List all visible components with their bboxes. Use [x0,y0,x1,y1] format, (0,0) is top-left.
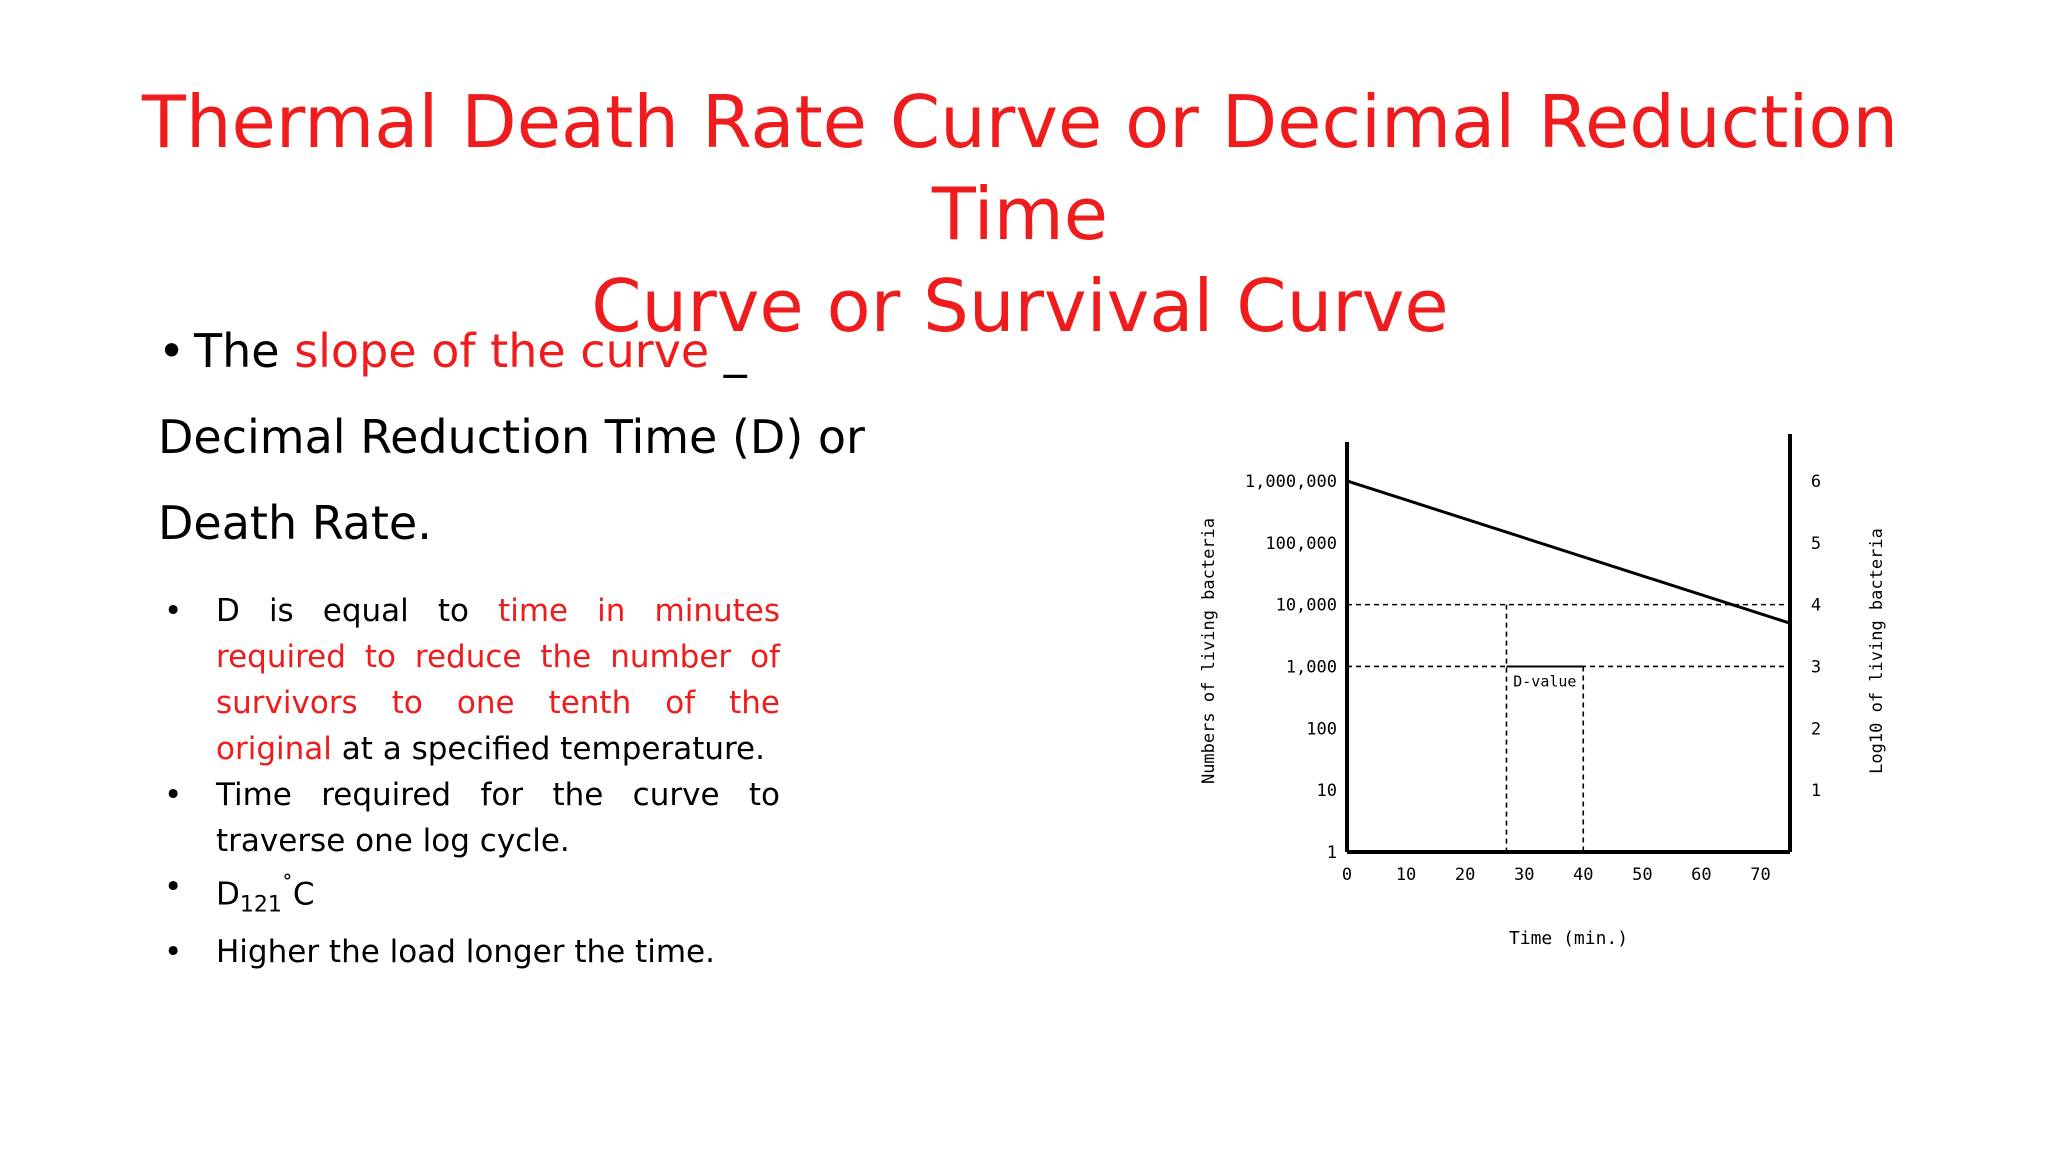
main-bullet-line3: Death Rate. [158,496,432,550]
sub-bullet-dot: • [164,933,183,970]
right-tick-label: 1 [1811,781,1821,801]
d-value-guides [1347,603,1790,852]
y-axis-title-right: Log10 of living bacteria [1867,528,1887,774]
sub-bullet-text: at a specified temperature. [331,731,765,767]
d-value-label: D-value [1513,672,1576,690]
left-tick-label: 100,000 [1265,534,1337,554]
sub-bullet-highlight: time in minutes required to reduce the n… [216,593,780,767]
right-tick-label: 2 [1811,719,1821,739]
x-tick-label: 50 [1632,865,1652,885]
sub-bullet-text: D is equal to [216,593,499,629]
main-bullet-highlight: slope of the curve [294,324,710,378]
degree-superscript: ˚ [281,874,293,899]
sub-bullet-dot: • [164,777,183,813]
right-tick-label: 6 [1811,472,1821,492]
main-bullet-text1: The [194,324,295,378]
x-tick-label: 0 [1342,865,1352,885]
chart-labels: 1,000,000100,00010,0001,0001001016543210… [1199,472,1887,949]
left-tick-label: 1,000 [1286,657,1337,677]
sub-bullet-dot: • [164,593,183,629]
d121-subscript: 121 [239,892,282,918]
left-tick-label: 1,000,000 [1245,472,1337,492]
sub-bullet-text: Higher the load longer the time. [216,933,715,970]
right-tick-label: 5 [1811,534,1821,554]
x-tick-label: 60 [1691,865,1711,885]
left-tick-label: 1 [1327,843,1337,863]
right-tick-label: 4 [1811,596,1821,616]
main-bullet-dot: • [158,324,186,378]
main-bullet-text3: _ [709,324,747,378]
left-tick-label: 10 [1317,781,1337,801]
slide-title-line1: Thermal Death Rate Curve or Decimal Redu… [141,80,1899,256]
celsius-unit: C [292,876,315,913]
right-tick-label: 3 [1811,657,1821,677]
left-tick-label: 100 [1306,719,1337,739]
left-tick-label: 10,000 [1276,596,1337,616]
y-axis-title-left: Numbers of living bacteria [1199,518,1219,784]
sub-bullet-list: • D is equal to time in minutes required… [160,588,780,975]
main-bullet: • The slope of the curve _ Decimal Reduc… [158,308,958,566]
chart-axes [1345,434,1792,854]
survival-curve-line [1346,479,1791,625]
x-tick-label: 40 [1573,865,1593,885]
sub-bullet-text: Time required for the curve to traverse … [216,777,780,859]
slide-title-line2: Curve or Survival Curve [591,264,1449,348]
x-tick-label: 30 [1514,865,1534,885]
sub-bullet-item: • Higher the load longer the time. [160,929,780,975]
x-tick-label: 20 [1455,865,1475,885]
main-bullet-line2: Decimal Reduction Time (D) or [158,410,865,464]
d121-base: D [216,876,240,913]
slide-title: Thermal Death Rate Curve or Decimal Redu… [60,76,1980,352]
sub-bullet-dot: • [164,869,183,905]
sub-bullet-item: • Time required for the curve to travers… [160,772,780,864]
x-tick-label: 10 [1396,865,1416,885]
x-axis-title: Time (min.) [1509,928,1628,949]
sub-bullet-item: • D121˚C [160,864,780,929]
sub-bullet-item: • D is equal to time in minutes required… [160,588,780,772]
main-bullet-line1: The slope of the curve _ [158,308,958,394]
chart-series [1346,479,1791,625]
x-tick-label: 70 [1750,865,1770,885]
survival-curve-chart: 1,000,000100,00010,0001,0001001016543210… [1199,434,1887,949]
